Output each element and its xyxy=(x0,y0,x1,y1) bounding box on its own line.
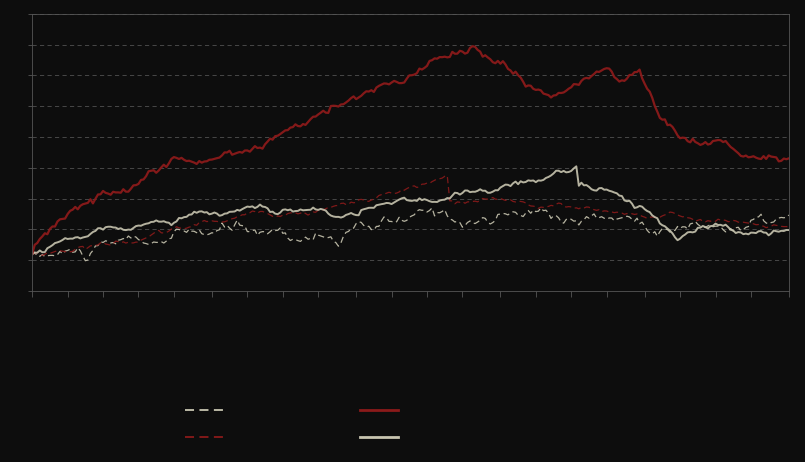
Legend: , , , : , , , xyxy=(179,399,415,450)
